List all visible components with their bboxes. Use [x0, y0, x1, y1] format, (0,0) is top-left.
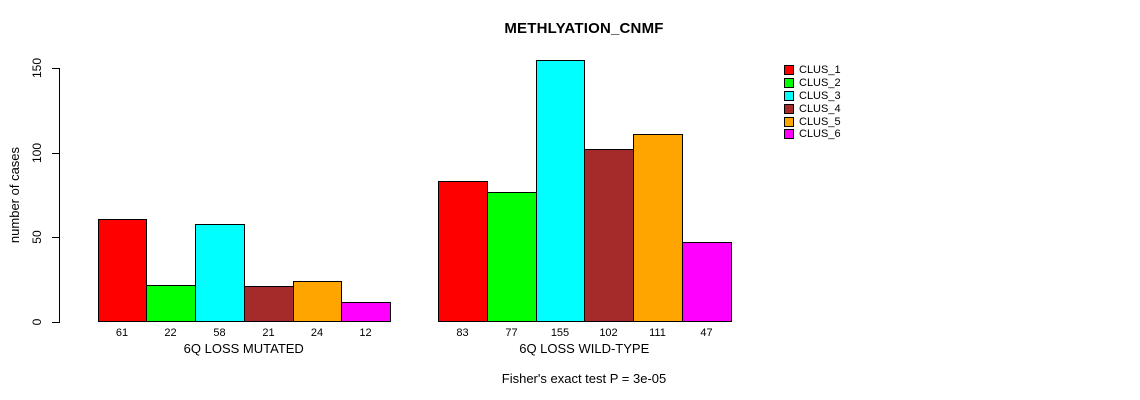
legend-label: CLUS_5 — [799, 115, 841, 128]
legend-entry-clus_2: CLUS_2 — [784, 77, 841, 90]
legend-entry-clus_3: CLUS_3 — [784, 90, 841, 103]
y-tick-label: 100 — [30, 142, 44, 164]
bar-value-label: 83 — [456, 327, 469, 339]
legend-entry-clus_1: CLUS_1 — [784, 64, 841, 77]
bar-value-label: 61 — [115, 327, 129, 339]
legend-entry-clus_5: CLUS_5 — [784, 115, 841, 128]
legend: CLUS_1 CLUS_2 CLUS_3 CLUS_4 CLUS_5 CLUS_6 — [784, 64, 841, 141]
legend-swatch-icon — [784, 65, 794, 76]
legend-swatch-icon — [784, 90, 794, 101]
x-group-label: 6Q LOSS WILD-TYPE — [519, 341, 650, 356]
bar-value-label: 58 — [213, 327, 226, 339]
bar-value-label: 155 — [550, 327, 570, 339]
legend-swatch-icon — [784, 103, 794, 114]
legend-swatch-icon — [784, 129, 794, 140]
bar-value-label: 21 — [262, 327, 275, 339]
x-group-label: 6Q LOSS MUTATED — [183, 341, 304, 356]
bar-clus_1-group1 — [98, 219, 147, 322]
legend-label: CLUS_3 — [799, 89, 841, 102]
legend-swatch-icon — [784, 116, 794, 127]
y-tick-mark — [52, 68, 59, 69]
legend-entry-clus_6: CLUS_6 — [784, 128, 841, 141]
legend-label: CLUS_1 — [799, 64, 841, 77]
bar-clus_4-group2 — [584, 149, 634, 322]
y-tick-label: 50 — [30, 230, 44, 244]
legend-label: CLUS_2 — [799, 77, 841, 90]
bar-clus_2-group1 — [146, 285, 196, 322]
bar-clus_5-group2 — [633, 134, 683, 322]
bar-clus_1-group2 — [438, 181, 488, 322]
y-tick-mark — [52, 322, 59, 323]
bar-clus_3-group1 — [195, 224, 245, 322]
y-tick-mark — [52, 237, 59, 238]
annotation-fisher-test: Fisher's exact test P = 3e-05 — [501, 371, 667, 386]
bar-clus_3-group2 — [536, 60, 585, 322]
bar-clus_4-group1 — [244, 286, 294, 322]
legend-swatch-icon — [784, 78, 794, 89]
chart-title: METHLYATION_CNMF — [504, 20, 664, 37]
bar-value-label: 111 — [649, 327, 666, 339]
bar-clus_2-group2 — [487, 192, 537, 322]
bar-value-label: 77 — [505, 327, 518, 339]
bar-value-label: 47 — [700, 327, 713, 339]
bar-value-label: 24 — [310, 327, 324, 339]
bar-value-label: 12 — [359, 327, 372, 339]
y-axis-line — [59, 68, 60, 323]
legend-label: CLUS_4 — [799, 102, 841, 115]
legend-entry-clus_4: CLUS_4 — [784, 102, 841, 115]
bar-value-label: 22 — [164, 327, 177, 339]
bar-clus_6-group2 — [682, 242, 732, 322]
bar-value-label: 102 — [599, 327, 618, 339]
y-tick-label: 150 — [30, 57, 44, 79]
bar-clus_6-group1 — [341, 302, 391, 322]
legend-label: CLUS_6 — [799, 128, 841, 141]
y-tick-label: 0 — [30, 318, 44, 326]
y-tick-mark — [52, 153, 59, 154]
bar-clus_5-group1 — [293, 281, 342, 322]
